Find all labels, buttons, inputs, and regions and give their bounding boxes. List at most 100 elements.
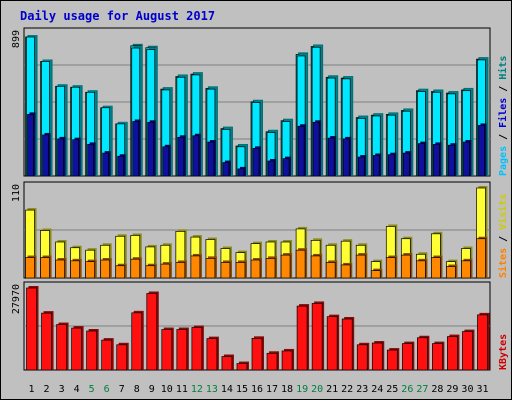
bar-sites-3-face: [55, 259, 65, 279]
bar-sites-22-face: [340, 264, 351, 279]
bar-kbytes-12: [191, 325, 204, 371]
x-tick-label-10: 10: [161, 384, 173, 395]
bar-kbytes-20-face: [311, 303, 323, 371]
bar-kbytes-5-face: [86, 330, 97, 371]
bar-sites-11-face: [175, 262, 186, 279]
x-tick-label-20: 20: [311, 384, 323, 395]
bar-pages-21: [327, 136, 337, 177]
bar-pages-31: [478, 123, 487, 177]
bar-sites-23: [355, 253, 368, 279]
bar-pages-25-face: [387, 154, 395, 177]
x-tick-label-18: 18: [281, 384, 293, 395]
bar-kbytes-2-face: [41, 312, 52, 371]
bar-kbytes-13-face: [206, 338, 218, 371]
bar-pages-18: [282, 156, 292, 177]
x-tick-label-14: 14: [221, 384, 233, 395]
bar-pages-14: [222, 160, 231, 177]
bar-pages-12: [192, 133, 201, 177]
bar-sites-13: [205, 256, 217, 279]
x-tick-label-2: 2: [44, 384, 50, 395]
bar-sites-31: [476, 236, 488, 279]
bar-kbytes-9: [146, 291, 159, 371]
bar-pages-5: [87, 142, 96, 177]
bar-sites-16-face: [250, 259, 261, 279]
x-axis-labels: 1 2 3 4 5 6 7 8 9 10 11 12 13 14 15 16 17 18 19 20 21 22 23 24 2…: [29, 384, 489, 395]
bar-pages-19: [297, 124, 307, 177]
bar-sites-15: [235, 260, 247, 279]
legend-kbytes: KBytes: [498, 334, 509, 370]
x-tick-label-21: 21: [326, 384, 338, 395]
bar-pages-12-face: [192, 135, 200, 177]
bar-sites-4: [70, 258, 82, 279]
bar-pages-17: [267, 158, 277, 177]
bar-kbytes-13: [206, 336, 219, 371]
bar-sites-17-face: [265, 258, 276, 279]
bar-kbytes-5: [86, 329, 99, 371]
x-tick-label-28: 28: [431, 384, 443, 395]
bar-sites-29-face: [446, 266, 456, 279]
bar-sites-25-face: [385, 257, 396, 279]
bar-sites-14-face: [220, 262, 231, 279]
legend-visitors: Sites / Visits: [497, 194, 509, 278]
bar-sites-19-face: [295, 249, 306, 279]
bar-kbytes-10: [161, 327, 174, 371]
bar-kbytes-1: [26, 286, 39, 371]
legend-entry: Hits: [497, 56, 509, 80]
bar-pages-23: [357, 155, 367, 177]
bar-kbytes-21: [326, 314, 340, 371]
bar-kbytes-14-face: [221, 356, 233, 371]
legend-entry: Files: [497, 98, 509, 128]
bar-pages-8-face: [132, 121, 140, 177]
bar-kbytes-31: [477, 312, 490, 371]
bar-pages-28: [433, 142, 442, 177]
bar-sites-9-face: [145, 265, 156, 279]
legend-entry: Sites: [497, 248, 509, 278]
bar-kbytes-24: [371, 341, 385, 371]
bar-pages-22-face: [342, 138, 350, 177]
bar-sites-6: [100, 258, 112, 279]
bar-pages-20: [312, 120, 322, 177]
bar-kbytes-9-face: [146, 293, 158, 371]
bar-sites-2: [40, 255, 52, 279]
bar-sites-2-face: [40, 257, 50, 279]
bar-pages-13: [207, 140, 216, 177]
x-tick-label-17: 17: [266, 384, 278, 395]
bar-kbytes-17: [266, 351, 280, 371]
bar-pages-4: [72, 137, 81, 177]
x-tick-label-9: 9: [149, 384, 155, 395]
bar-kbytes-16-face: [251, 337, 263, 371]
bar-kbytes-8-face: [131, 312, 143, 371]
x-tick-label-7: 7: [119, 384, 125, 395]
chart-panels: 899 Pages / Files / Hits 110 Sites / Visits…: [11, 27, 509, 371]
x-tick-label-23: 23: [356, 384, 368, 395]
bar-pages-31-face: [478, 125, 485, 177]
bar-kbytes-2: [41, 311, 54, 371]
x-tick-label-27: 27: [416, 384, 428, 395]
bar-pages-5-face: [87, 144, 94, 177]
bar-pages-1: [27, 112, 36, 177]
bar-kbytes-21-face: [326, 316, 338, 371]
bar-sites-10: [160, 262, 172, 279]
bar-pages-14-face: [222, 162, 230, 177]
bar-sites-5: [85, 259, 97, 279]
x-tick-label-8: 8: [134, 384, 140, 395]
bar-kbytes-27-face: [417, 337, 428, 371]
bar-kbytes-22: [341, 316, 355, 371]
bar-sites-25: [385, 255, 398, 279]
bar-kbytes-1-face: [26, 287, 37, 371]
bar-sites-14: [220, 260, 232, 279]
bar-kbytes-28-face: [432, 343, 443, 371]
bar-pages-19-face: [297, 125, 305, 177]
bar-sites-23-face: [355, 254, 366, 279]
bar-pages-6: [102, 151, 111, 177]
bar-kbytes-19: [296, 304, 310, 371]
bar-pages-24-face: [372, 155, 380, 177]
bar-sites-27: [416, 258, 428, 279]
x-tick-label-29: 29: [446, 384, 458, 395]
bar-kbytes-7-face: [116, 344, 128, 371]
bar-sites-19: [295, 248, 308, 279]
bar-pages-28-face: [433, 144, 440, 177]
bar-kbytes-10-face: [161, 329, 173, 371]
bar-pages-15-face: [237, 168, 245, 177]
